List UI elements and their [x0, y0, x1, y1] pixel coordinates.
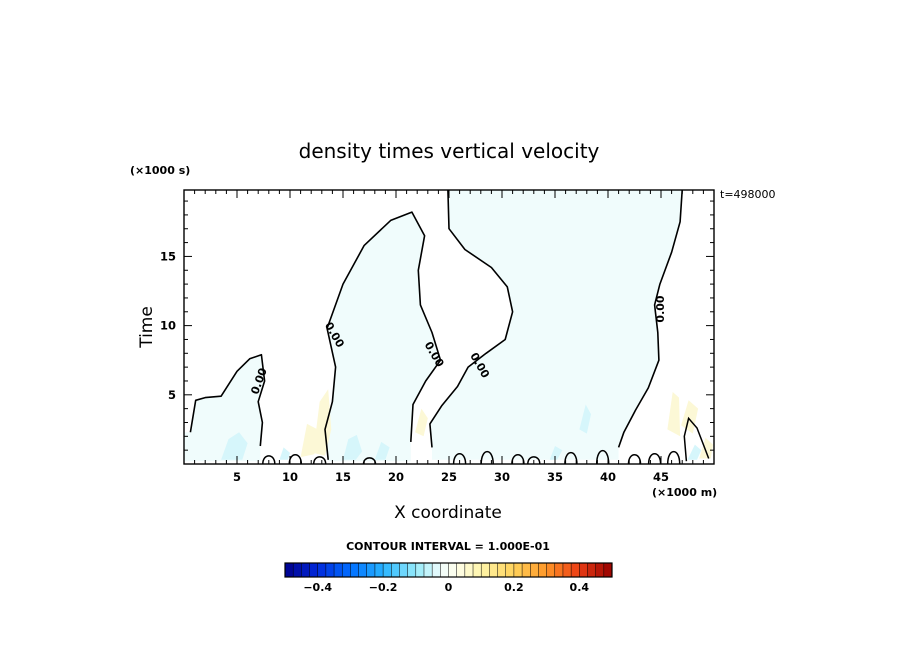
colorbar-swatch — [530, 563, 539, 577]
zero-contour-line — [324, 211, 442, 460]
colorbar-swatch — [603, 563, 613, 577]
colorbar-swatch — [538, 563, 547, 577]
colorbar-swatch — [579, 563, 588, 577]
contour-bump — [527, 456, 541, 464]
y-tick-label: 15 — [160, 249, 176, 263]
negative-region — [325, 212, 441, 462]
colorbar-swatch — [464, 563, 474, 577]
colorbar-swatch — [562, 563, 572, 577]
shaded-patch — [279, 447, 290, 460]
contour-bump — [683, 416, 710, 462]
shaded-patch — [579, 404, 591, 434]
colorbar-swatch — [432, 563, 441, 577]
shaded-patch — [549, 446, 563, 460]
time-stamp: t=498000 — [720, 188, 776, 201]
colorbar-swatch — [489, 563, 498, 577]
shaded-patch — [699, 437, 713, 459]
x-tick-label: 15 — [335, 470, 351, 484]
colorbar-swatch — [285, 563, 294, 577]
colorbar-swatch — [522, 563, 531, 577]
y-tick-label: 5 — [168, 388, 176, 402]
colorbar-swatch — [481, 563, 490, 577]
x-tick-label: 10 — [282, 470, 298, 484]
colorbar-swatch — [301, 563, 310, 577]
colorbar-swatch — [391, 563, 400, 577]
colorbar-swatch — [293, 563, 302, 577]
colorbar-swatch — [423, 563, 433, 577]
colorbar-swatch — [473, 563, 482, 577]
colorbar-swatch — [309, 563, 319, 577]
contour-bump — [312, 456, 327, 464]
colorbar-swatch — [505, 563, 515, 577]
colorbar-swatch — [456, 563, 466, 577]
colorbar-swatch — [587, 563, 597, 577]
zero-contour-line — [617, 190, 683, 448]
colorbar-swatch — [546, 563, 556, 577]
colorbar-swatch — [374, 563, 384, 577]
colorbar-tick-label: 0.2 — [504, 581, 524, 594]
colorbar-swatch — [595, 563, 605, 577]
colorbar-swatch — [513, 563, 523, 577]
shaded-patch — [667, 392, 681, 437]
colorbar-tick-label: 0 — [445, 581, 453, 594]
colorbar-swatch — [325, 563, 335, 577]
x-tick-label: 35 — [547, 470, 563, 484]
y-unit-label: (×1000 s) — [130, 164, 190, 177]
y-tick-label: 10 — [160, 319, 176, 333]
colorbar-swatch — [317, 563, 327, 577]
contour-bump — [666, 450, 681, 464]
shaded-patch — [221, 432, 248, 460]
zero-contour-line — [429, 190, 514, 448]
colorbar-swatch — [399, 563, 409, 577]
colorbar-swatch — [358, 563, 368, 577]
colorbar-swatch — [554, 563, 564, 577]
colorbar-swatch — [440, 563, 449, 577]
x-tick-label: 25 — [441, 470, 457, 484]
shaded-patch — [374, 441, 390, 460]
x-tick-label: 5 — [233, 470, 241, 484]
y-axis-label: Time — [137, 306, 157, 349]
chart-title: density times vertical velocity — [299, 139, 600, 163]
contour-bump — [452, 453, 467, 464]
x-tick-label: 45 — [653, 470, 669, 484]
shaded-patch — [687, 444, 702, 460]
colorbar-swatch — [350, 563, 359, 577]
x-axis-label: X coordinate — [394, 503, 502, 523]
shaded-patch — [415, 408, 428, 437]
negative-region — [429, 190, 683, 460]
zero-contour-line — [189, 353, 266, 447]
colorbar-swatch — [448, 563, 458, 577]
contour-bump — [262, 455, 276, 464]
contour-bump — [647, 453, 662, 464]
shaded-patch — [343, 434, 363, 460]
contour-label: 0.00 — [654, 295, 667, 322]
colorbar-frame — [284, 562, 613, 578]
colorbar-swatch — [383, 563, 392, 577]
colorbar-tick-label: −0.4 — [303, 581, 332, 594]
shaded-patch — [300, 423, 318, 458]
colorbar: −0.4 −0.2 0 0.2 0.4 — [284, 562, 613, 594]
colorbar-swatch — [571, 563, 580, 577]
x-tick-label: 20 — [388, 470, 404, 484]
negative-region — [184, 354, 265, 462]
colorbar-swatch — [407, 563, 417, 577]
colorbar-swatch — [497, 563, 507, 577]
colorbar-swatch — [334, 563, 343, 577]
contour-bump — [480, 450, 494, 464]
colorbar-swatch — [415, 563, 425, 577]
x-unit-label: (×1000 m) — [652, 486, 717, 499]
x-tick-label: 30 — [494, 470, 510, 484]
plot-area: 0.000.000.00 0.000.005 10 15 20 25 30 35 40 45510… — [160, 189, 715, 484]
colorbar-swatch — [366, 563, 376, 577]
colorbar-swatch — [342, 563, 351, 577]
colorbar-tick-label: −0.2 — [369, 581, 398, 594]
colorbar-tick-label: 0.4 — [570, 581, 590, 594]
contour-interval-label: CONTOUR INTERVAL = 1.000E-01 — [346, 540, 550, 553]
x-tick-label: 40 — [600, 470, 616, 484]
